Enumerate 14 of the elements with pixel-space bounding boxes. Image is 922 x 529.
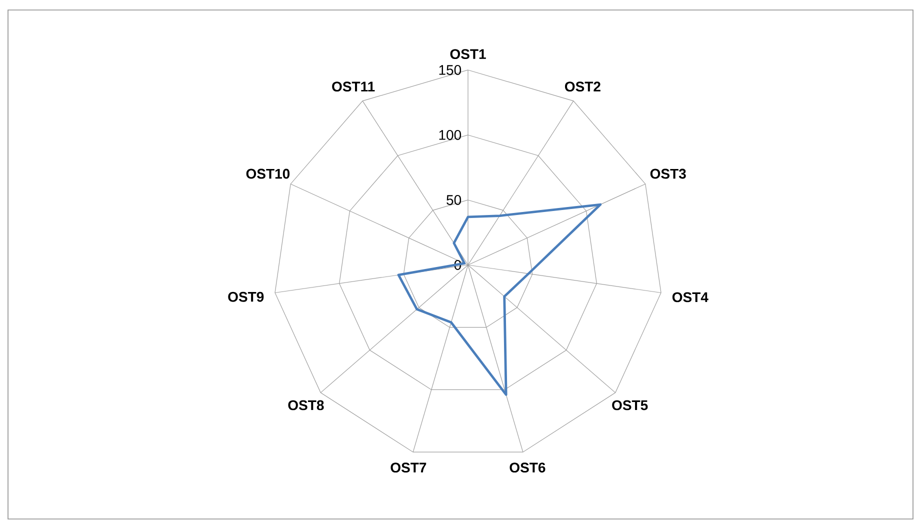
spoke-label: OST9 [228,292,264,302]
spoke-label: OST8 [288,400,324,410]
y-tick-label: 100 [439,130,462,140]
spoke-label: OST4 [672,292,708,302]
y-tick-label: 50 [446,195,462,205]
spoke-label: OST6 [510,462,546,473]
spoke-label: OST7 [390,462,426,473]
spoke-label: OST5 [612,400,648,410]
y-tick-label: 150 [439,65,462,75]
spoke-label: OST3 [650,168,686,179]
spoke-label: OST1 [450,49,486,60]
spoke-label: OST2 [564,82,600,92]
spoke-label: OST10 [246,168,290,179]
spoke-label: OST11 [332,82,375,92]
